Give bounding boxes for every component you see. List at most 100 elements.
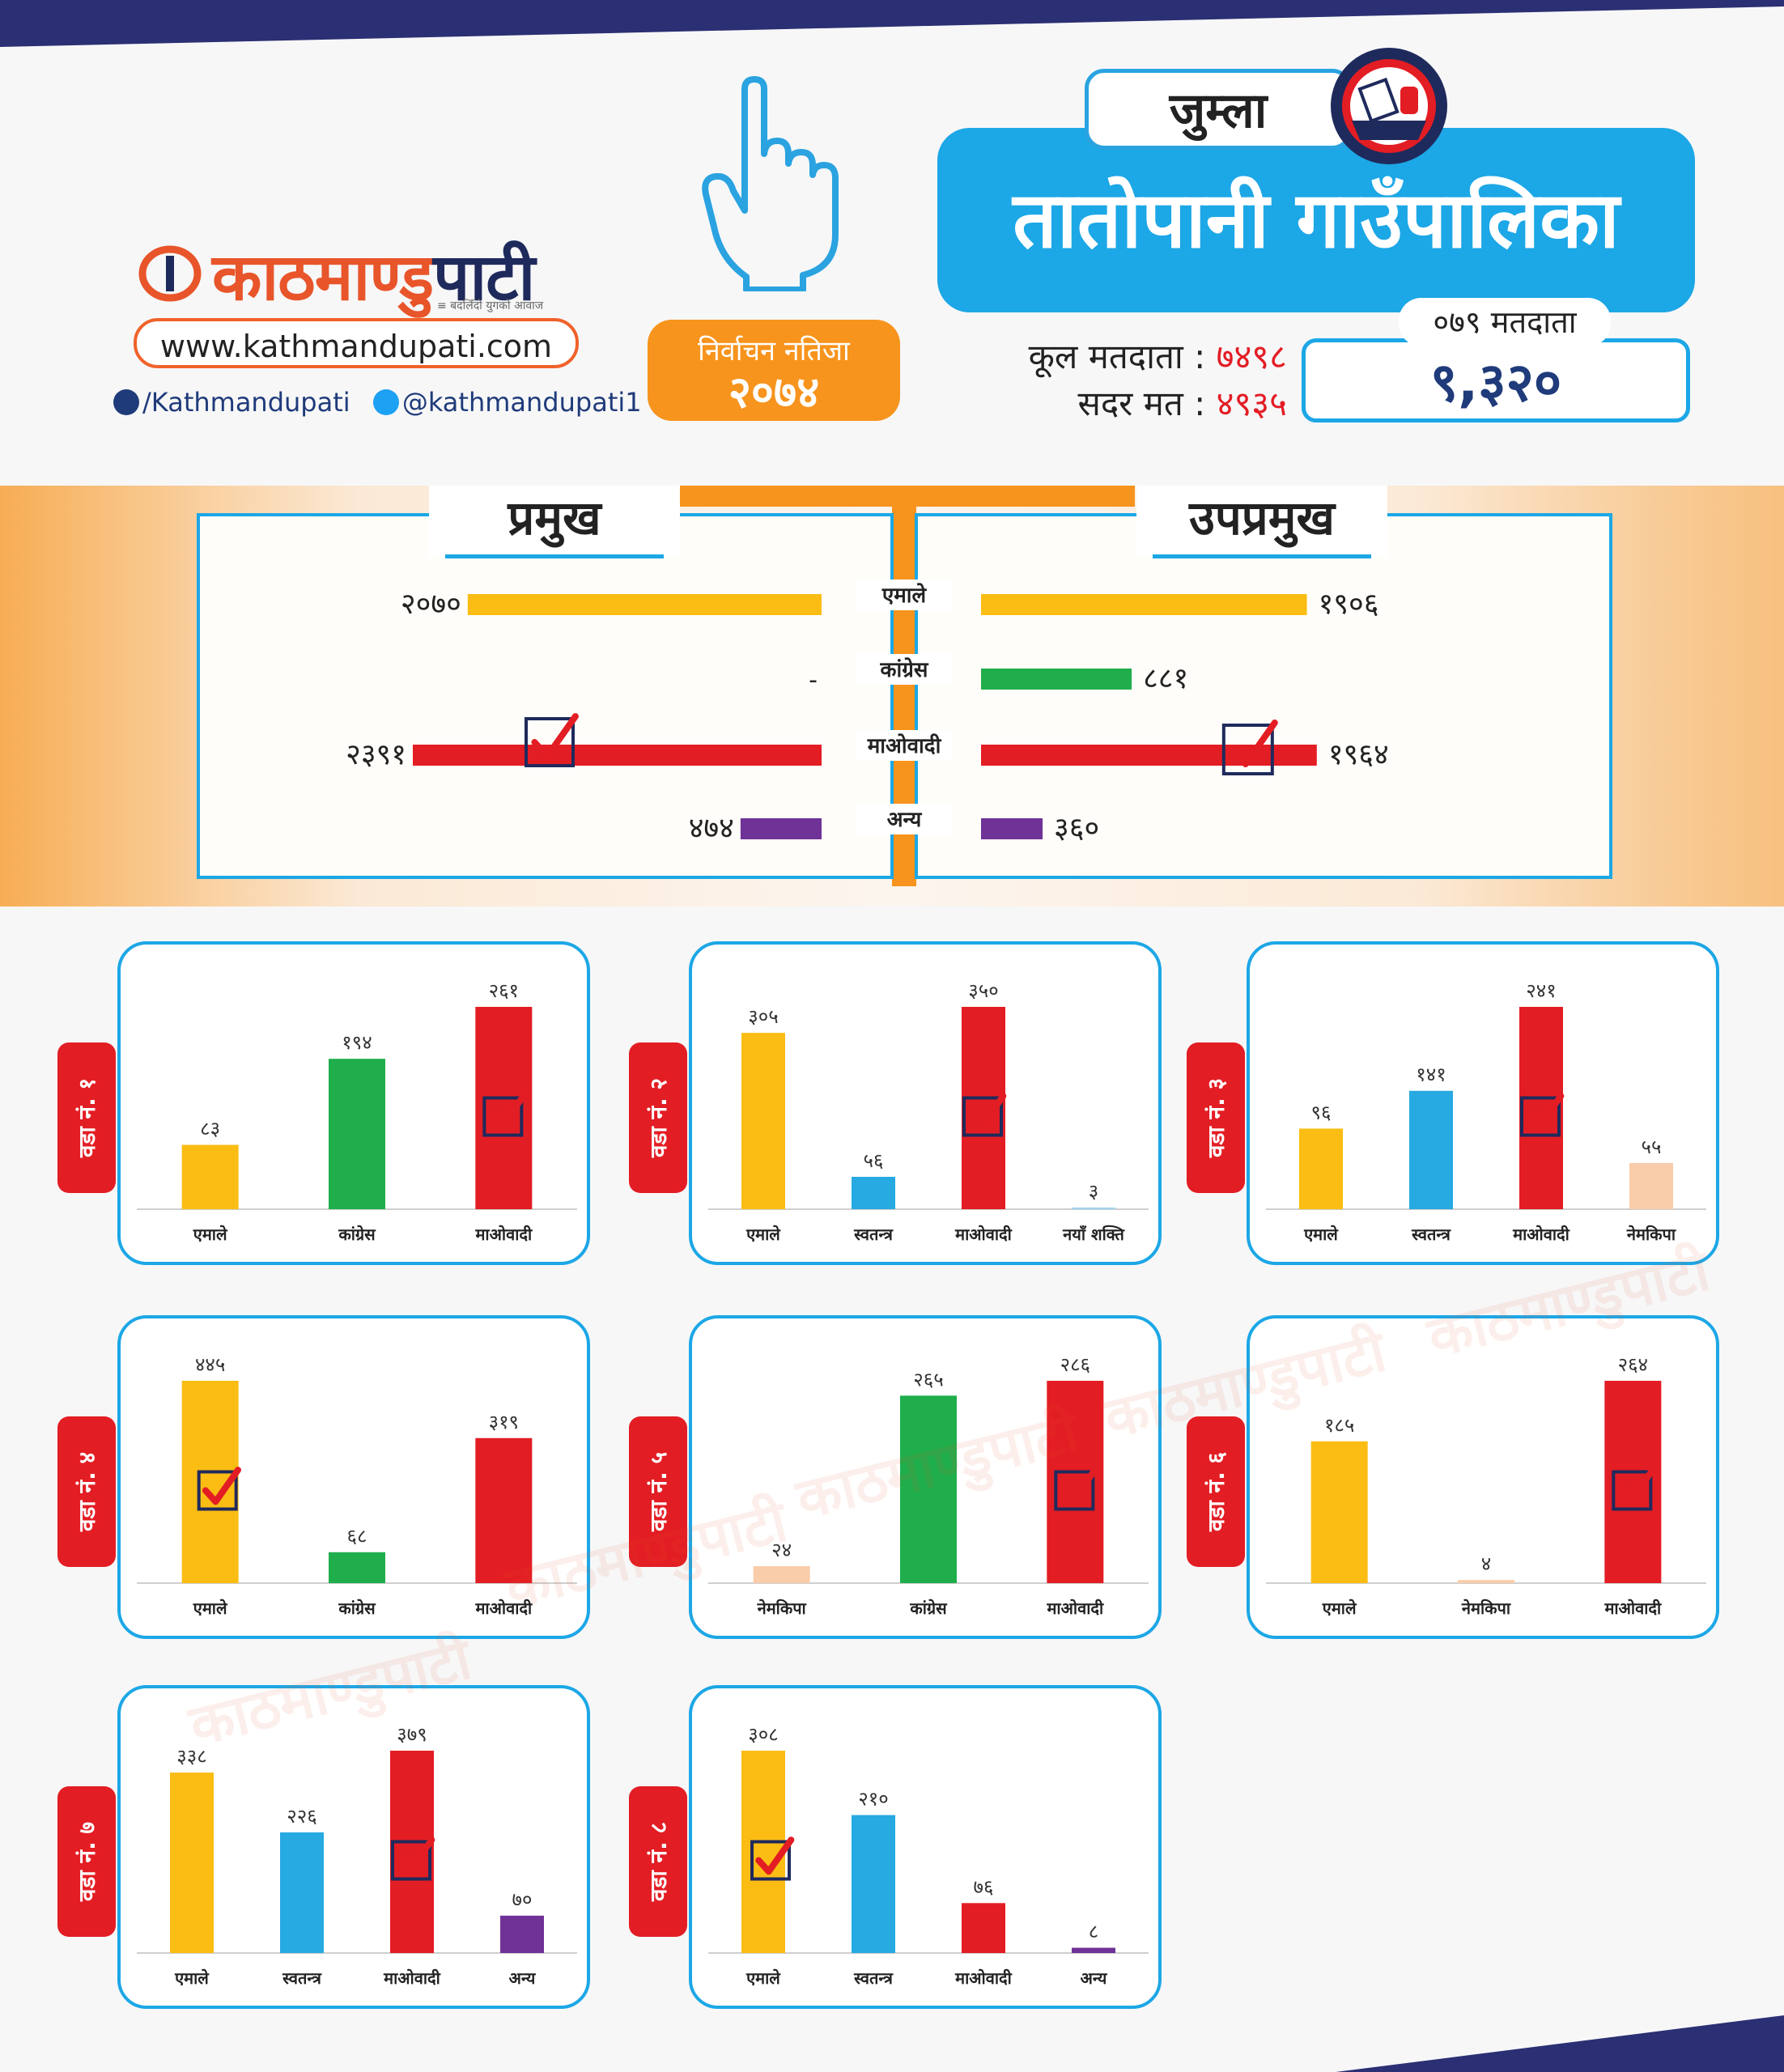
ward-card: १८५ एमाले ४ नेमकिपा २६४ माओवादी (1247, 1315, 1719, 1639)
deputy-panel-title: उपप्रमुख (1189, 490, 1335, 546)
ward-winner-check-tick (396, 1836, 435, 1875)
ward-bar-value: ८३ (200, 1117, 220, 1140)
ward-winner-check-box (482, 1096, 524, 1137)
ward-chart: ९६ एमाले १४१ स्वतन्त्र २४१ माओवादी ५५ नेमकिपा (1266, 979, 1706, 1244)
ward-party-label: अन्य (509, 1968, 537, 1988)
ward-party-label: माओवादी (383, 1968, 441, 1988)
ward-party-label: अन्य (1081, 1968, 1108, 1988)
chief-bar (740, 818, 822, 839)
ward-party-label: कांग्रेस (338, 1225, 376, 1244)
ward-bar (1409, 1090, 1453, 1209)
summary-party-label-bg (856, 654, 953, 685)
chief-bar-value: २०७० (401, 588, 461, 621)
ward-party-label: एमाले (1322, 1599, 1357, 1618)
ward-winner-check (391, 1836, 435, 1881)
deputy-bar-value: १९६४ (1328, 738, 1389, 771)
summary-section: एमाले २०७० १९०६ कांग्रेस - ८८१ माओवादी २३९१ १९६४… (0, 486, 1784, 906)
ward-bar-value: २६४ (1618, 1353, 1648, 1376)
deputy-winner-check-tick (1229, 720, 1278, 767)
summary-party-label-bg (856, 730, 953, 761)
ward-bar (1072, 1207, 1115, 1209)
facebook-handle[interactable]: /Kathmandupati (142, 387, 350, 418)
ward-bar (329, 1552, 385, 1583)
twitter-handle[interactable]: @kathmandupati1 (401, 387, 642, 418)
ward-bar-value: १४१ (1416, 1064, 1446, 1086)
ward-bar-value: २८६ (1060, 1353, 1090, 1376)
election-result-badge: निर्वाचन नतिजा २०७४ (648, 320, 900, 421)
ward-label: वडा नं. ४ (74, 1451, 100, 1532)
ward-party-label: स्वतन्त्र (853, 1225, 894, 1244)
ballot-box-icon (1331, 48, 1447, 164)
total-voters-row: कूल मतदाता : ७४९८ (955, 333, 1287, 380)
ward-party-label: माओवादी (1046, 1599, 1104, 1618)
ward-tag: वडा नं. ७ (57, 1786, 116, 1937)
summary-party-label-bg (856, 580, 953, 610)
chief-bar-value: २३९१ (346, 738, 406, 771)
chief-bar (467, 594, 822, 615)
tab-deputy: उपप्रमुख (1136, 486, 1387, 558)
deputy-bar-value: ८८१ (1143, 662, 1188, 695)
voters-079-box (1302, 338, 1690, 422)
deputy-bar-value: १९०६ (1319, 588, 1379, 621)
voter-stats: कूल मतदाता : ७४९८ सदर मत : ४९३५ (955, 333, 1287, 427)
ward-chart: १८५ एमाले ४ नेमकिपा २६४ माओवादी (1266, 1353, 1706, 1618)
deputy-bar-value: ३६० (1054, 812, 1099, 845)
ward-bar-value: ५६ (864, 1149, 884, 1172)
twitter-icon[interactable] (372, 389, 399, 415)
deputy-underline (1153, 554, 1371, 558)
ward-bar (475, 1437, 533, 1583)
ward-bar (741, 1751, 785, 1953)
ward-party-label: एमाले (745, 1968, 781, 1988)
facebook-icon[interactable] (113, 389, 139, 415)
ward-label: वडा नं. २ (645, 1077, 672, 1158)
ward-winner-check-box (962, 1096, 1003, 1137)
ward-bar-value: ३१९ (489, 1411, 519, 1433)
ward-winner-check (1612, 1467, 1656, 1511)
ward-tag: वडा नं. १ (57, 1042, 116, 1193)
ward-bar (170, 1773, 214, 1953)
ward-bar-value: ३७९ (397, 1723, 427, 1746)
ward-winner-check-tick (755, 1836, 795, 1875)
ward-bar-value: २६१ (489, 979, 519, 1002)
summary-party-label: अन्य (887, 808, 923, 832)
ward-bar-value: ४४५ (195, 1353, 225, 1376)
deputy-panel (915, 513, 1612, 879)
bottom-decor-strip (1336, 2015, 1784, 2072)
ward-bar-value: ३३८ (176, 1745, 206, 1768)
ward-bar-value: ६८ (347, 1525, 367, 1548)
ward-bar-value: १८५ (1324, 1414, 1354, 1437)
ward-winner-check-box (1520, 1096, 1561, 1137)
ward-party-label: एमाले (193, 1225, 228, 1244)
ward-bar (390, 1751, 434, 1953)
ward-card: ३०८ एमाले २१० स्वतन्त्र ७६ माओवादी ८ अन्य (689, 1685, 1162, 2009)
ward-bar-value: ३५० (968, 979, 998, 1002)
ward-bar-value: ३०५ (748, 1005, 778, 1028)
deputy-bar (981, 818, 1043, 839)
ward-winner-check-tick (1616, 1467, 1656, 1505)
ward-bar-value: ८ (1089, 1921, 1098, 1943)
ward-winner-check (482, 1093, 527, 1137)
website-link[interactable]: www.kathmandupati.com (134, 318, 579, 368)
ward-winner-check-tick (1525, 1093, 1565, 1132)
ward-bar-value: ३०८ (748, 1723, 778, 1746)
valid-votes-row: सदर मत : ४९३५ (955, 380, 1287, 427)
brand-name-part2: पाटी (433, 240, 535, 315)
ward-party-label: नयाँ शक्ति (1062, 1225, 1125, 1244)
ward-card: ३३८ एमाले २२६ स्वतन्त्र ३७९ माओवादी ७० अन्य (117, 1685, 590, 2009)
ward-bar-value: २४ (771, 1539, 792, 1561)
ward-chart: २४ नेमकिपा २६५ कांग्रेस २८६ माओवादी (708, 1353, 1149, 1618)
ward-card: ४४५ एमाले ६८ कांग्रेस ३१९ माओवादी (117, 1315, 590, 1639)
ward-bar (900, 1395, 957, 1583)
ward-label: वडा नं. १ (74, 1077, 100, 1158)
ward-bar-value: २४१ (1526, 979, 1556, 1002)
ward-chart: ३०५ एमाले ५६ स्वतन्त्र ३५० माओवादी ३ नयाँ शक्ति (708, 979, 1149, 1244)
ward-winner-check (750, 1836, 795, 1881)
ward-winner-check (962, 1093, 1007, 1137)
chief-underline (445, 554, 664, 558)
ward-tag: वडा नं. ५ (629, 1416, 687, 1567)
ward-party-label: स्वतन्त्र (853, 1968, 894, 1988)
ward-party-label: माओवादी (474, 1599, 533, 1618)
ward-party-label: एमाले (1303, 1225, 1339, 1244)
valid-votes-value: ४९३५ (1216, 384, 1287, 423)
ward-party-label: एमाले (193, 1599, 228, 1618)
